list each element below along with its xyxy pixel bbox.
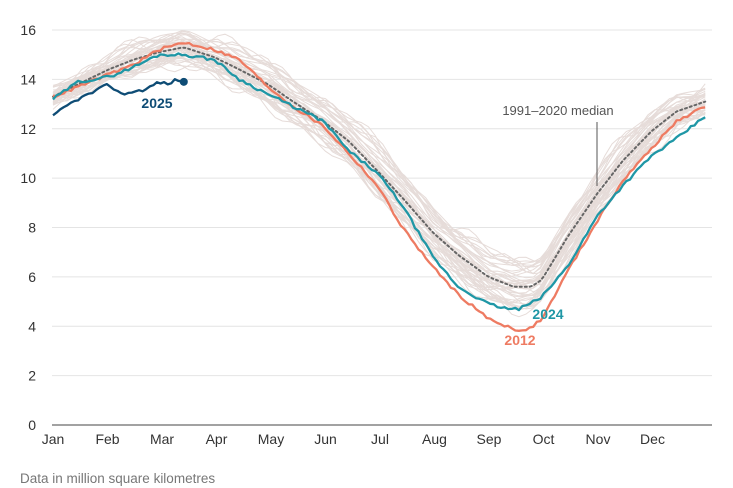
y-tick-label: 14 — [20, 71, 36, 87]
x-tick-label: Jul — [371, 431, 389, 447]
highlighted-series-lines — [52, 41, 707, 332]
x-tick-label: Jun — [314, 431, 337, 447]
series-line-2012 — [52, 41, 706, 332]
y-tick-label: 4 — [28, 318, 36, 334]
series-line-1991-2020-median — [52, 46, 707, 288]
y-tick-label: 8 — [28, 220, 36, 236]
historical-year-line — [52, 55, 706, 307]
x-tick-label: Sep — [477, 431, 502, 447]
y-tick-label: 0 — [28, 417, 36, 433]
x-tick-label: Feb — [95, 431, 119, 447]
gridlines — [52, 29, 712, 426]
series-line-2024 — [52, 52, 706, 312]
series-2025-label: 2025 — [141, 95, 172, 111]
series-2024-label: 2024 — [532, 306, 563, 322]
series-2012-label: 2012 — [504, 332, 535, 348]
x-axis-tick-labels: Jan Feb Mar Apr May Jun Jul Aug Sep Oct Nov Dec — [42, 431, 665, 447]
historical-year-line — [52, 54, 706, 305]
historical-year-line — [52, 32, 706, 266]
x-tick-label: Apr — [206, 431, 228, 447]
y-tick-label: 12 — [20, 121, 36, 137]
annotations: 1991–2020 median 2025 2024 2012 — [141, 77, 614, 348]
y-axis-tick-labels: 0 2 4 6 8 10 12 14 16 — [20, 22, 36, 433]
x-tick-label: Aug — [422, 431, 447, 447]
y-tick-label: 16 — [20, 22, 36, 38]
y-tick-label: 2 — [28, 368, 36, 384]
x-tick-label: Nov — [586, 431, 611, 447]
x-tick-label: Mar — [150, 431, 174, 447]
historical-year-line — [52, 60, 706, 308]
y-tick-label: 6 — [28, 269, 36, 285]
x-tick-label: Dec — [640, 431, 665, 447]
y-tick-label: 10 — [20, 170, 36, 186]
median-annotation-label: 1991–2020 median — [502, 103, 613, 118]
data-unit-note: Data in million square kilometres — [20, 471, 215, 486]
x-tick-label: Jan — [42, 431, 65, 447]
x-tick-label: May — [258, 431, 284, 447]
historical-year-line — [52, 42, 706, 285]
series-2025-end-dot — [179, 77, 188, 86]
x-tick-label: Oct — [533, 431, 555, 447]
series-line-2025 — [52, 78, 183, 117]
